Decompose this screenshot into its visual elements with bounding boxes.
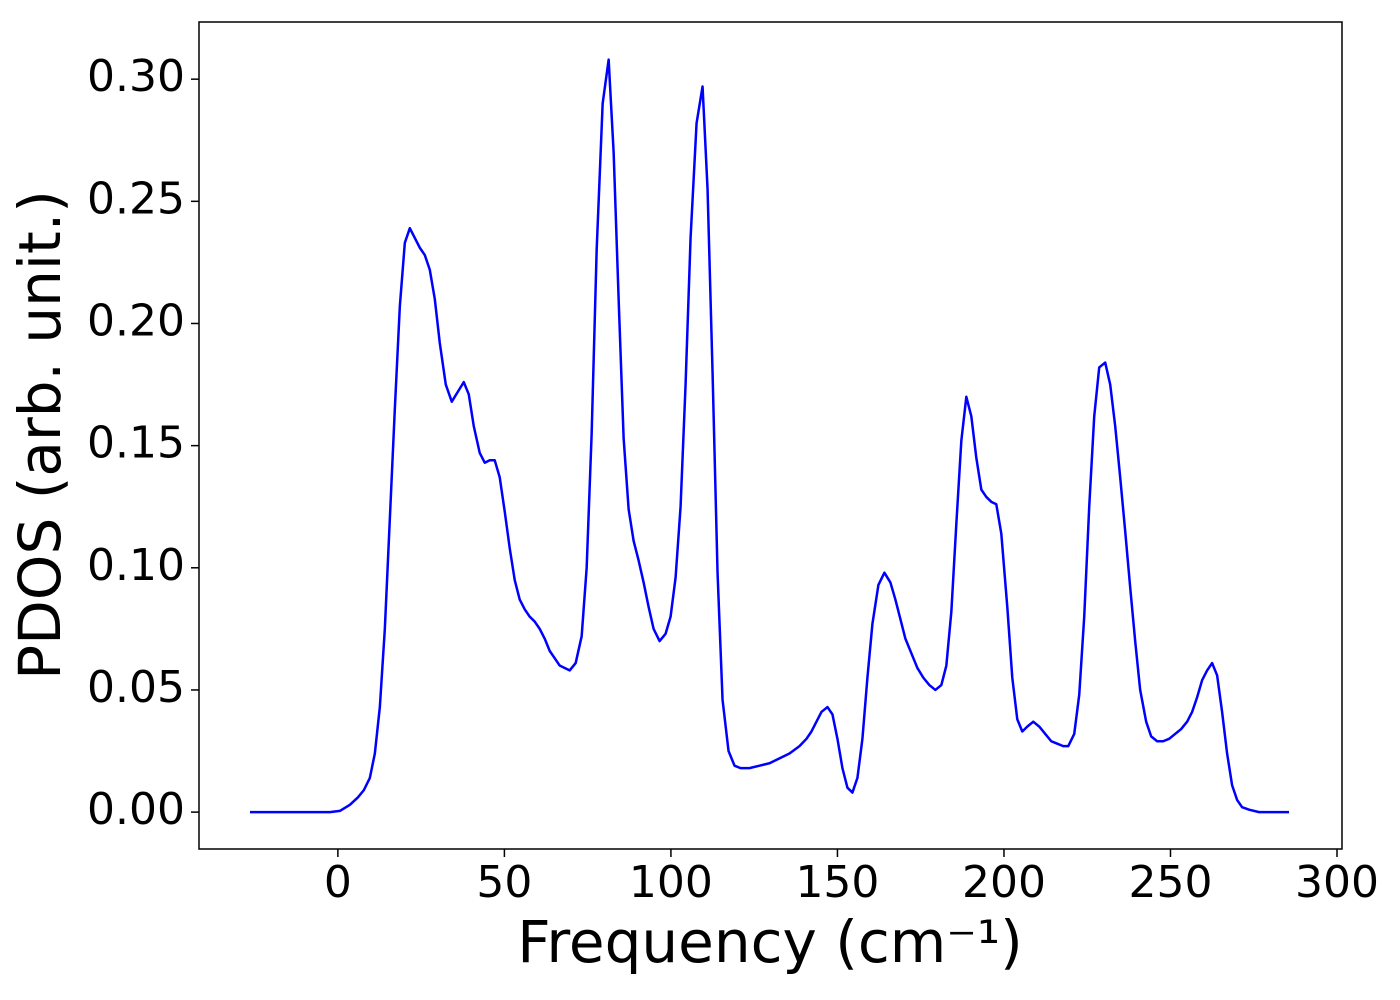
y-tick-label: 0.10 [87, 540, 185, 591]
y-tick-label: 0.05 [87, 662, 185, 713]
x-tick-label: 50 [476, 857, 532, 908]
data-line [249, 58, 1290, 814]
x-tick-label: 100 [629, 857, 713, 908]
x-tick-label: 300 [1295, 857, 1379, 908]
x-tick-label: 250 [1128, 857, 1212, 908]
y-tick-label: 0.15 [87, 418, 185, 469]
y-tick-label: 0.25 [87, 173, 185, 224]
y-axis-label: PDOS (arb. unit.) [6, 190, 74, 680]
x-tick-label: 0 [324, 857, 352, 908]
x-tick-label: 200 [962, 857, 1046, 908]
y-tick-label: 0.20 [87, 295, 185, 346]
y-tick-label: 0.30 [87, 51, 185, 102]
plot-frame [198, 21, 1343, 850]
x-tick-label: 150 [795, 857, 879, 908]
x-axis-label: Frequency (cm⁻¹) [517, 908, 1023, 976]
y-tick-label: 0.00 [87, 784, 185, 835]
